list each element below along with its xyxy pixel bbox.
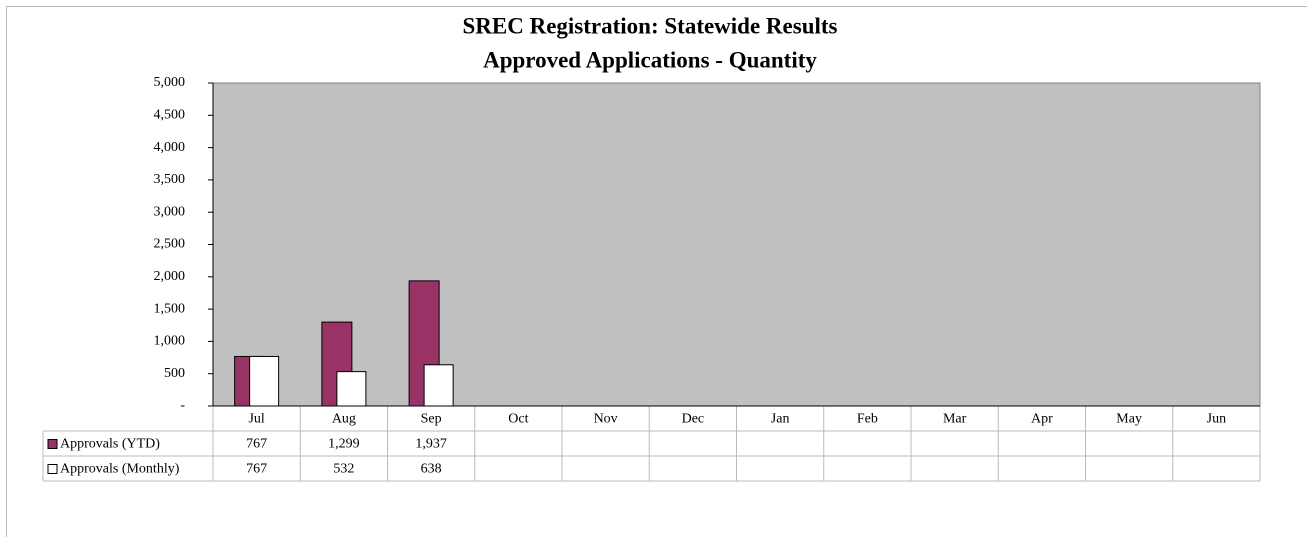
legend-key (47, 464, 58, 474)
bar (249, 355, 280, 407)
x-tick-label: Jun (1207, 412, 1226, 427)
y-tick-label: 500 (164, 366, 185, 381)
legend-label: Approvals (Monthly) (60, 462, 180, 477)
data-label: 532 (333, 462, 354, 477)
x-tick-label: Feb (857, 412, 878, 427)
x-tick-label: Sep (421, 412, 442, 427)
x-tick-label: Mar (943, 412, 967, 427)
bar (423, 364, 454, 407)
y-tick-label: 4,500 (154, 108, 186, 123)
x-tick-label: Aug (332, 412, 356, 427)
x-tick-label: Oct (508, 412, 528, 427)
x-tick-label: Jan (771, 412, 790, 427)
plot-area (212, 82, 1261, 407)
y-tick-label: - (180, 398, 185, 413)
chart-title: SREC Registration: Statewide Results (462, 13, 837, 38)
data-label: 1,299 (328, 437, 360, 452)
x-tick-label: Nov (594, 412, 618, 427)
y-tick-label: 1,500 (154, 301, 186, 316)
x-tick-label: Apr (1031, 412, 1053, 427)
legend-label: Approvals (YTD) (60, 437, 160, 452)
x-tick-label: Jul (248, 412, 264, 427)
bar (336, 371, 367, 407)
y-tick-label: 2,000 (154, 269, 186, 284)
y-tick-label: 3,000 (154, 204, 186, 219)
y-tick-label: 3,500 (154, 172, 186, 187)
data-label: 638 (421, 462, 442, 477)
data-label: 1,937 (415, 437, 447, 452)
y-tick-label: 4,000 (154, 140, 186, 155)
data-label: 767 (246, 462, 267, 477)
data-label: 767 (246, 437, 267, 452)
chart-border (6, 6, 1307, 537)
legend-key (47, 439, 58, 449)
x-tick-label: Dec (682, 412, 705, 427)
x-tick-label: May (1116, 412, 1142, 427)
chart-subtitle: Approved Applications - Quantity (483, 47, 817, 72)
y-tick-label: 1,000 (154, 334, 186, 349)
y-tick-label: 2,500 (154, 237, 186, 252)
y-tick-label: 5,000 (154, 75, 186, 90)
